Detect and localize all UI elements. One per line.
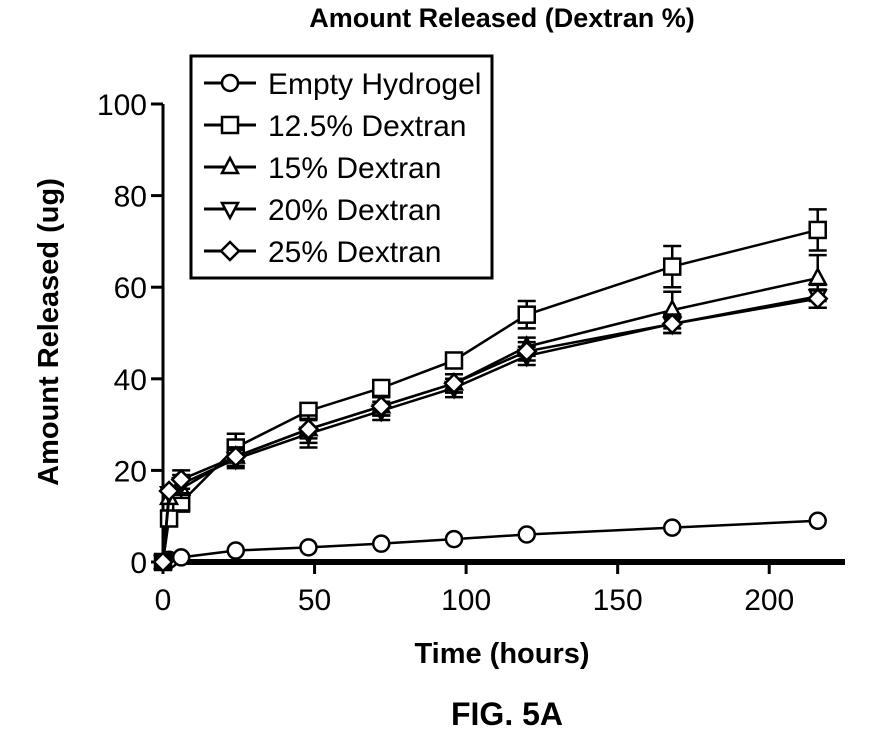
legend-label: 15% Dextran [268,152,441,185]
y-axis-label: Amount Released (ug) [33,178,65,486]
legend-label: 20% Dextran [268,194,441,227]
y-tick-label: 80 [114,181,147,214]
x-tick-label: 50 [298,584,331,617]
series-line [163,521,818,562]
data-point [810,269,826,284]
y-tick-label: 20 [114,455,147,488]
data-point [161,510,177,526]
data-point [810,222,826,238]
x-tick-label: 150 [593,584,643,617]
x-axis-label: Time (hours) [414,638,589,670]
series-line [163,230,818,562]
data-point [519,307,535,323]
legend: Empty Hydrogel 12.5% Dextran 15% Dextran 20… [191,56,492,278]
series-diamond [154,289,827,571]
data-point [373,380,389,396]
data-point [664,520,680,536]
y-tick-label: 60 [114,272,147,305]
y-tick-label: 100 [97,89,147,122]
data-point [446,352,462,368]
legend-label: 25% Dextran [268,236,441,269]
data-point [664,259,680,275]
series-triangle-down [155,285,827,571]
series-triangle-up [155,255,827,568]
legend-marker [222,75,238,91]
x-tick-label: 0 [155,584,172,617]
data-point [519,527,535,543]
data-point [300,539,316,555]
data-point [446,531,462,547]
series-line [163,278,818,562]
chart-title: Amount Released (Dextran %) [309,3,695,33]
data-point [173,549,189,565]
y-tick-label: 40 [114,364,147,397]
x-tick-label: 200 [744,584,794,617]
data-point [228,543,244,559]
x-tick-label: 100 [441,584,491,617]
data-point [373,536,389,552]
data-point [810,513,826,529]
y-tick-label: 0 [130,547,147,580]
legend-label: 12.5% Dextran [268,110,466,143]
legend-marker [222,117,238,133]
figure-label: FIG. 5A [451,696,563,732]
legend-label: Empty Hydrogel [268,68,481,101]
